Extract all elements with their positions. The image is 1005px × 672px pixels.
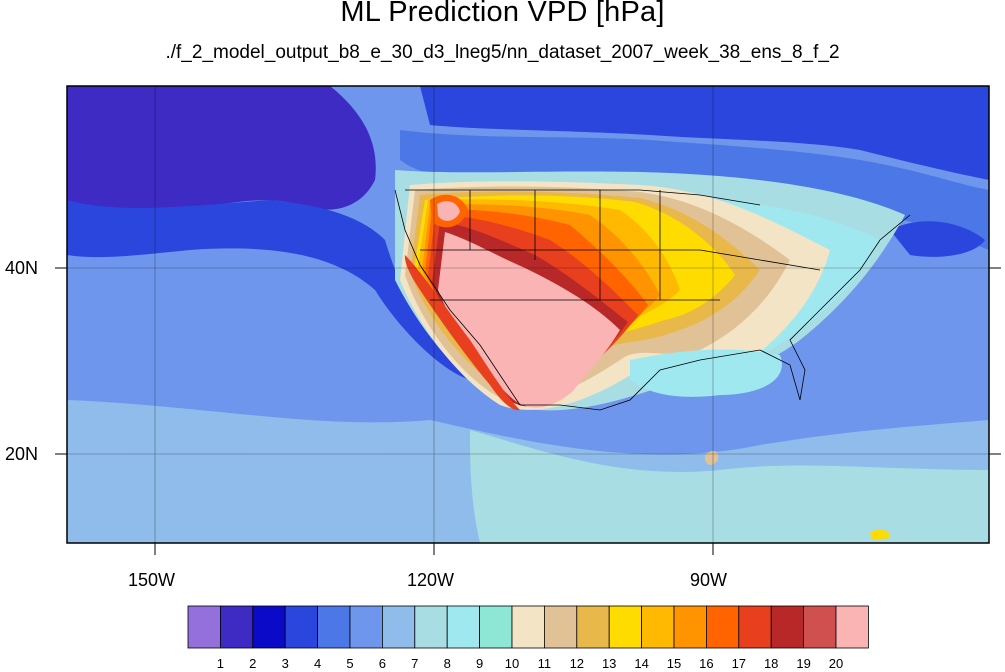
colorbar-label: 1	[216, 656, 224, 671]
boundaries	[394, 189, 911, 411]
colorbar-swatch	[284, 605, 319, 649]
colorbar-swatch	[252, 605, 286, 649]
coast-hot-ribbon	[404, 255, 520, 411]
axis-ticks	[55, 267, 1001, 555]
colorbar-swatch	[803, 605, 837, 649]
gulf-coast-cyan	[630, 349, 782, 397]
lon-label-90w: 90W	[690, 570, 728, 590]
colorbar-swatch	[835, 605, 869, 649]
canada-mid-blue	[420, 86, 989, 180]
carib-yellow-spot	[870, 530, 891, 540]
mexico-hot-spot	[704, 450, 719, 465]
colorbar-label: 15	[666, 656, 682, 671]
colorbar-label: 6	[378, 656, 386, 671]
colorbar-swatch	[479, 605, 513, 649]
north-pacific-deep	[67, 86, 376, 221]
pacific-coast-band	[67, 200, 470, 380]
colorbar-swatch	[187, 605, 221, 649]
canada-light-blue	[400, 130, 989, 250]
colorbar-label: 2	[249, 656, 257, 671]
atlantic-deep-patch	[890, 221, 985, 257]
colorbar-swatch	[673, 605, 707, 649]
colorbar-swatch	[414, 605, 448, 649]
lon-label-150w: 150W	[128, 570, 176, 590]
map-subtitle: ./f_2_model_output_b8_e_30_d3_lneg5/nn_d…	[165, 42, 840, 63]
map-field	[67, 86, 989, 543]
colorbar-swatch	[544, 605, 578, 649]
colorbar-swatch	[641, 605, 675, 649]
colorbar-label: 16	[699, 656, 714, 671]
colorbar-label: 18	[763, 656, 779, 671]
colorbar-label: 9	[475, 656, 484, 671]
colorbar-label: 11	[537, 656, 552, 671]
colorbar-label: 4	[313, 656, 322, 671]
colorbar-swatch	[576, 605, 610, 649]
colorbar-label: 12	[569, 656, 585, 671]
colorbar-swatch	[706, 605, 740, 649]
map-title: ML Prediction VPD [hPa]	[340, 0, 665, 28]
colorbar-label: 17	[731, 656, 747, 671]
colorbar-label: 5	[346, 656, 354, 671]
lat-label-20n: 20N	[5, 444, 39, 464]
colorbar-label: 7	[411, 656, 419, 671]
colorbar-swatch	[511, 605, 545, 649]
colorbar-swatch	[770, 605, 805, 649]
colorbar-swatch	[738, 605, 772, 649]
colorbar-swatch	[219, 605, 254, 649]
colorbar	[187, 605, 869, 649]
lat-label-40n: 40N	[5, 258, 39, 278]
lon-label-120w: 120W	[407, 570, 455, 590]
tropical-cyan-band	[470, 430, 989, 543]
colorbar-label: 8	[443, 656, 451, 671]
northern-hot-blob-core	[437, 201, 460, 221]
colorbar-swatch	[446, 605, 481, 649]
plot-frame	[66, 85, 990, 544]
colorbar-swatch	[317, 605, 351, 649]
colorbar-label: 14	[634, 656, 649, 671]
colorbar-label: 20	[828, 656, 844, 671]
graticule	[67, 86, 989, 543]
colorbar-swatch	[608, 605, 643, 649]
colorbar-label: 13	[601, 656, 617, 671]
colorbar-label: 19	[796, 656, 811, 671]
colorbar-label: 3	[281, 656, 289, 671]
pink-arm-upper	[450, 245, 520, 283]
colorbar-swatch	[349, 605, 383, 649]
colorbar-label: 10	[504, 656, 520, 671]
colorbar-swatch	[381, 605, 416, 649]
